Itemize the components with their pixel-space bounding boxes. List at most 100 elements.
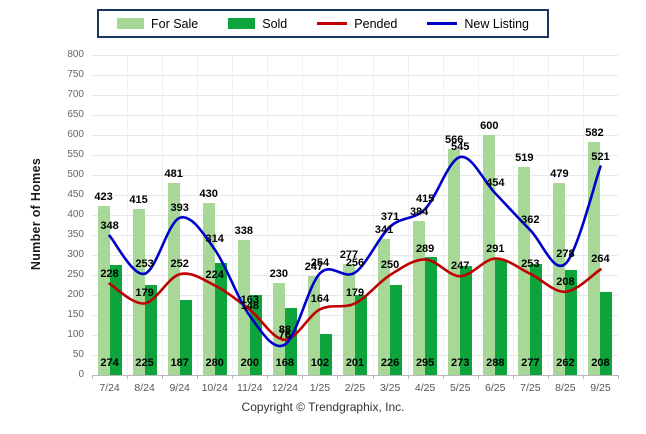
- pended-value-label: 163: [240, 293, 259, 306]
- legend-item-sold: Sold: [228, 17, 287, 31]
- sold-bar: [284, 307, 297, 375]
- line-layer: [108, 155, 602, 348]
- x-tick-label-6-25: 6/25: [485, 382, 506, 394]
- vertical-gridline: [302, 55, 304, 375]
- sold-value-label: 273: [451, 357, 470, 369]
- sold-bar: [179, 300, 192, 375]
- gridline-700: [92, 95, 618, 96]
- sold-bar: [319, 334, 332, 375]
- y-tick-150: 150: [67, 309, 84, 320]
- for-sale-value-label: 415: [129, 194, 148, 206]
- x-tick-mark: [302, 375, 304, 379]
- y-tick-200: 200: [67, 289, 84, 300]
- gridline-350: [92, 235, 618, 236]
- y-tick-250: 250: [67, 269, 84, 280]
- pended-value-label: 179: [345, 287, 365, 300]
- vertical-gridline: [582, 55, 584, 375]
- new-listing-value-label: 362: [521, 214, 540, 227]
- new-listing-value-label: 314: [205, 233, 224, 246]
- legend-item-pended: Pended: [317, 17, 397, 31]
- vertical-gridline: [162, 55, 164, 375]
- x-tick-mark: [618, 375, 619, 379]
- for-sale-bar: [272, 283, 285, 375]
- x-tick-label-8-24: 8/24: [134, 382, 155, 394]
- x-tick-mark: [162, 375, 164, 379]
- for-sale-value-label: 247: [304, 261, 324, 274]
- gridline-750: [92, 75, 618, 76]
- for-sale-value-label: 519: [515, 152, 534, 165]
- new-listing-value-label: 253: [135, 257, 154, 270]
- gridline-300: [92, 255, 618, 256]
- x-tick-mark: [512, 375, 514, 379]
- for-sale-value-label: 341: [374, 223, 394, 236]
- for-sale-value-label: 423: [94, 190, 113, 203]
- y-tick-800: 800: [67, 49, 84, 60]
- y-tick-0: 0: [78, 369, 84, 380]
- sold-bar: [249, 295, 262, 375]
- x-tick-label-12-24: 12/24: [271, 382, 298, 394]
- pended-value-label: 164: [310, 293, 330, 306]
- sold-bar: [460, 265, 473, 375]
- legend-label-new-listing: New Listing: [464, 16, 530, 31]
- new-listing-value-label: 415: [415, 193, 435, 205]
- sold-value-label: 226: [380, 357, 400, 369]
- x-tick-label-10-24: 10/24: [201, 382, 228, 394]
- x-tick-mark: [267, 375, 269, 379]
- x-tick-mark: [477, 375, 479, 379]
- vertical-gridline: [407, 55, 409, 375]
- pended-value-label: 291: [486, 242, 505, 255]
- pended-value-label: 253: [521, 257, 540, 270]
- vertical-gridline: [232, 55, 234, 375]
- for-sale-bar: [448, 148, 461, 375]
- x-tick-mark: [337, 375, 339, 379]
- x-tick-mark: [232, 375, 234, 379]
- legend-swatch-pended-icon: [317, 22, 348, 25]
- sold-bar: [390, 284, 403, 375]
- for-sale-value-label: 230: [269, 268, 289, 280]
- new-listing-value-label: 278: [556, 247, 575, 260]
- for-sale-value-label: 384: [409, 206, 429, 219]
- y-tick-600: 600: [67, 129, 84, 140]
- new-listing-value-label: 148: [240, 299, 259, 312]
- for-sale-bar: [483, 135, 496, 375]
- sold-bar: [144, 285, 157, 375]
- sold-bar: [600, 291, 613, 375]
- legend-swatch-for-sale-icon: [116, 18, 144, 29]
- sold-value-label: 225: [135, 357, 154, 369]
- for-sale-bar: [378, 238, 391, 375]
- x-tick-label-9-24: 9/24: [169, 382, 190, 394]
- x-tick-label-1-25: 1/25: [309, 382, 331, 394]
- for-sale-bar: [553, 183, 566, 375]
- for-sale-bar: [307, 276, 320, 375]
- x-tick-label-7-25: 7/25: [520, 382, 541, 394]
- x-tick-mark: [442, 375, 444, 379]
- x-tick-mark: [127, 375, 129, 379]
- x-tick-label-4-25: 4/25: [414, 382, 436, 394]
- x-tick-label-7-24: 7/24: [99, 382, 120, 394]
- sold-bar: [109, 265, 122, 375]
- for-sale-value-label: 430: [199, 188, 218, 200]
- new-listing-value-label: 393: [170, 201, 189, 214]
- gridline-600: [92, 135, 618, 136]
- sold-value-label: 208: [591, 357, 610, 369]
- new-listing-line: [108, 155, 602, 348]
- for-sale-value-label: 277: [339, 249, 359, 262]
- pended-value-label: 289: [415, 243, 435, 256]
- sold-value-label: 274: [100, 357, 119, 369]
- sold-value-label: 262: [556, 357, 575, 369]
- pended-value-label: 252: [170, 258, 189, 271]
- gridline-0: [92, 375, 618, 376]
- legend-item-for-sale: For Sale: [116, 17, 198, 31]
- new-listing-value-label: 545: [451, 141, 470, 153]
- sold-value-label: 102: [310, 357, 330, 369]
- for-sale-value-label: 582: [585, 127, 604, 140]
- sold-value-label: 201: [345, 357, 365, 369]
- for-sale-value-label: 481: [164, 167, 183, 180]
- pended-value-label: 179: [135, 287, 154, 300]
- y-tick-450: 450: [67, 189, 84, 200]
- sold-bar: [565, 270, 578, 375]
- for-sale-value-label: 338: [234, 224, 253, 237]
- y-tick-50: 50: [72, 349, 84, 360]
- for-sale-value-label: 566: [445, 133, 464, 146]
- pended-value-label: 247: [451, 260, 470, 273]
